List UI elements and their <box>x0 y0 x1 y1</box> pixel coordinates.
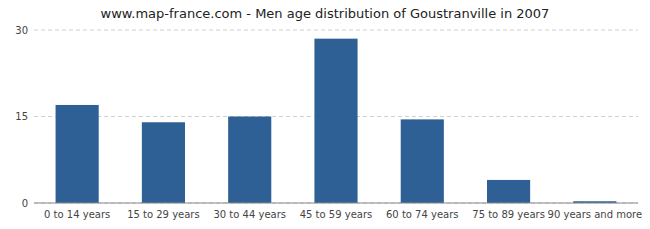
x-tick-label: 45 to 59 years <box>300 209 373 220</box>
y-tick-label: 30 <box>15 25 28 36</box>
x-tick-label: 60 to 74 years <box>386 209 459 220</box>
grid <box>34 30 638 203</box>
x-tick-label: 0 to 14 years <box>44 209 110 220</box>
y-ticks: 0 15 30 <box>15 25 28 209</box>
y-tick-label: 15 <box>15 111 28 122</box>
title: www.map-france.com - Men age distributio… <box>101 6 550 21</box>
y-tick-label: 0 <box>22 198 28 209</box>
x-tick-label: 15 to 29 years <box>127 209 200 220</box>
x-tick-label: 75 to 89 years <box>472 209 545 220</box>
bars <box>56 39 617 203</box>
chart-container: www.map-france.com - Men age distributio… <box>0 0 650 229</box>
bar <box>56 105 99 203</box>
bar <box>401 119 444 203</box>
bar <box>314 39 357 203</box>
bar <box>142 122 185 203</box>
x-axis-line <box>34 203 638 204</box>
x-tick-label: 90 years and more <box>548 209 643 220</box>
chart-svg: www.map-france.com - Men age distributio… <box>0 0 650 229</box>
grid-line <box>34 203 638 204</box>
x-tick-label: 30 to 44 years <box>213 209 286 220</box>
x-ticks: 0 to 14 years 15 to 29 years 30 to 44 year… <box>44 209 642 220</box>
grid-line <box>34 30 638 31</box>
bar <box>487 180 530 203</box>
bar <box>228 117 271 204</box>
